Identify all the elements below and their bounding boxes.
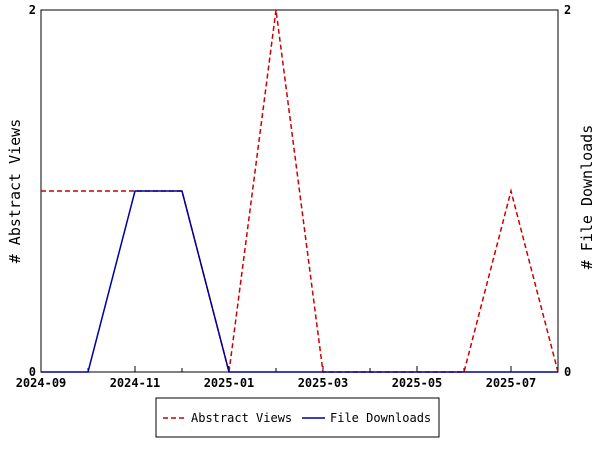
y-axis-left-tick-bottom: 0 [29,365,36,379]
legend-box [155,397,440,438]
legend: Abstract Views File Downloads [155,397,440,438]
y-axis-right-title: # File Downloads [578,125,596,270]
y-axis-left-tick-top: 2 [29,3,36,17]
x-tick-label: 2025-07 [486,376,537,390]
x-tick-label: 2024-11 [110,376,161,390]
y-axis-right-tick-bottom: 0 [564,365,571,379]
legend-label-file-downloads: File Downloads [330,411,431,425]
x-tick-label: 2025-01 [204,376,255,390]
abstract-views-line [41,9,559,373]
legend-label-abstract-views: Abstract Views [191,411,292,425]
x-tick-label: 2025-05 [392,376,443,390]
y-axis-right-tick-top: 2 [564,3,571,17]
x-axis-tick-labels: 2024-09 2024-11 2025-01 2025-03 2025-05 2025-… [16,376,537,390]
y-axis-left-title: # Abstract Views [6,119,24,264]
data-points [40,9,559,373]
x-tick-label: 2024-09 [16,376,67,390]
file-downloads-line [41,190,558,373]
x-tick-label: 2025-03 [298,376,349,390]
